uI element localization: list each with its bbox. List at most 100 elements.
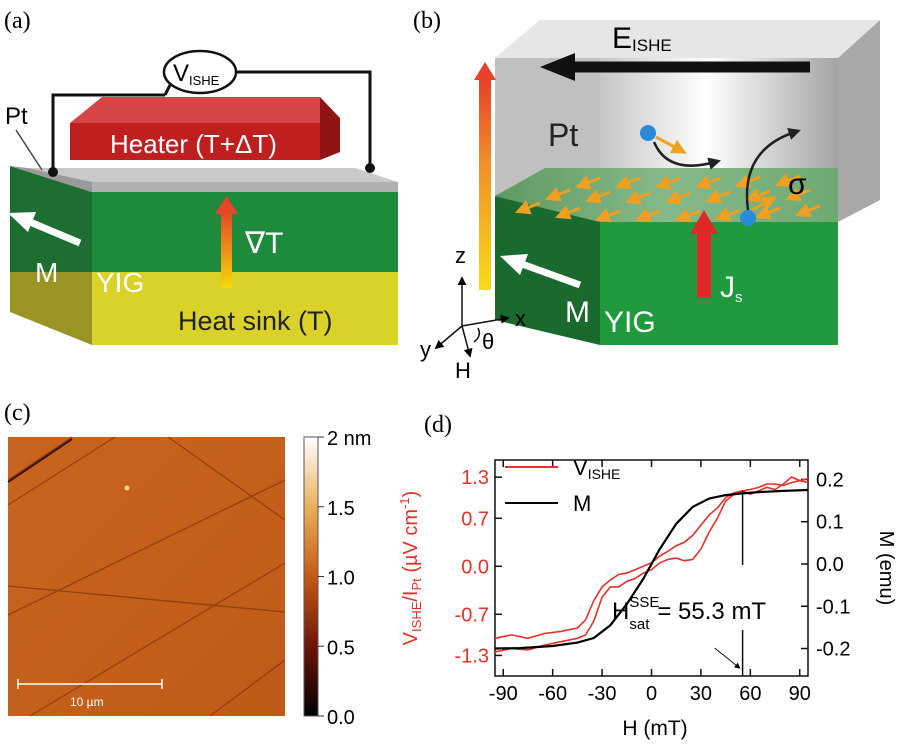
panel-a: (a) Heater (T+ΔT) VISHE Pt ∇T (4, 8, 398, 345)
series-m-line (495, 488, 808, 650)
heater-side (320, 97, 340, 160)
js-label: Js (720, 271, 743, 306)
y-right-tick-label: -0.2 (816, 639, 850, 661)
x-tick-label: 60 (739, 683, 761, 705)
series-vishe-line-1 (495, 479, 808, 640)
colorbar-tick-label: 0.0 (327, 707, 355, 729)
yig-b-front (600, 222, 838, 345)
y-right-tick-label: 0.0 (816, 554, 844, 576)
colorbar-tick-label: 1.5 (327, 498, 355, 520)
e-field-label: EISHE (612, 22, 672, 55)
contact-left (48, 167, 58, 177)
panel-label-d: (d) (424, 412, 452, 438)
gradient-label: ∇T (244, 227, 283, 260)
voltmeter-label: VISHE (173, 60, 220, 88)
series-vishe-line-2 (495, 476, 808, 653)
pt-block-side (838, 20, 880, 222)
panel-label-a: (a) (4, 8, 31, 34)
y-right-tick-label: 0.1 (816, 512, 844, 534)
panel-c: (c) 10 µm 2 nm 1.5 1.0 0.5 0.0 (4, 400, 371, 729)
colorbar-tick-label: 2 nm (327, 428, 371, 450)
axis-x-label: x (515, 306, 526, 331)
colorbar-ticks: 2 nm 1.5 1.0 0.5 0.0 (318, 428, 371, 729)
x-tick-label: -60 (538, 683, 567, 705)
heater-front (70, 123, 320, 160)
electron-path-2 (745, 128, 801, 211)
heat-sink-side (10, 272, 92, 345)
pt-block-top (495, 20, 880, 58)
panel-d: (d) -90 -60 -30 0 30 60 90 1.3 0.7 0.0 -0.7 -1.3 0.2… (397, 412, 897, 740)
field-gradient-bar (479, 80, 491, 290)
wire-right (235, 70, 372, 168)
colorbar-tick-label: 1.0 (327, 568, 355, 590)
colorbar (303, 436, 319, 717)
panel-b: (b) EISHE Pt (413, 8, 880, 383)
scale-bar-label: 10 µm (70, 695, 104, 709)
afm-image (8, 437, 285, 716)
x-axis-label: H (mT) (622, 717, 687, 740)
pt-film-front (92, 182, 398, 192)
x-tick-label: 90 (789, 683, 811, 705)
yig-label-b: YIG (604, 306, 656, 339)
m-label-a: M (35, 257, 58, 288)
panel-label-b: (b) (413, 8, 441, 34)
pt-leader-line (15, 129, 43, 171)
pt-film-top (28, 168, 398, 182)
electron-path (652, 141, 722, 170)
y-left-tick-label: -1.3 (455, 645, 489, 667)
electron-spin-arrow (655, 135, 687, 154)
m-label-b: M (565, 296, 590, 329)
field-gradient-head (474, 62, 496, 80)
pt-label: Pt (5, 103, 28, 130)
y-right-tick-label: 0.2 (816, 469, 844, 491)
theta-label: θ (482, 329, 494, 354)
axis-h-label: H (455, 358, 471, 383)
pt-film-side (10, 166, 92, 192)
heater-top (70, 97, 320, 123)
wire-left (51, 93, 165, 172)
magnetization-arrow-head (8, 212, 36, 232)
y-axis-right-label: M (emu) (875, 531, 897, 605)
js-arrow-head (690, 210, 718, 234)
y-axis-left-label: VISHE/IPt (µV cm-1) (397, 491, 424, 646)
voltmeter-icon (162, 49, 238, 95)
x-tick-label: -90 (489, 683, 518, 705)
y-right-tick-label: -0.1 (816, 596, 850, 618)
magnetization-arrow-b (520, 260, 582, 289)
afm-step-edges (7, 436, 286, 717)
e-field-arrow-head (540, 53, 575, 81)
sigma-label: σ (788, 168, 807, 201)
electron-icon-2 (740, 210, 756, 226)
chart-series (495, 476, 808, 653)
pt-label-b: Pt (548, 117, 578, 153)
colorbar-tick-label: 0.5 (327, 637, 355, 659)
heat-sink-label: Heat sink (T) (178, 306, 333, 336)
contact-right (365, 163, 375, 173)
y-left-tick-label: 0.0 (461, 556, 489, 578)
magnetization-arrow (28, 218, 82, 247)
yig-side (10, 166, 92, 272)
chart-legend: VISHE M (505, 455, 620, 516)
y-left-tick-label: 1.3 (461, 467, 489, 489)
gradient-arrow-shaft (221, 212, 232, 288)
y-left-tick-label: 0.7 (461, 508, 489, 530)
afm-particle (124, 485, 130, 491)
heater-label: Heater (T+ΔT) (110, 129, 277, 159)
hsat-annotation: HSSE sat = 55.3 mT (612, 594, 766, 633)
heat-sink-front (92, 272, 398, 345)
hsat-arrow (714, 647, 741, 669)
yig-label-a: YIG (96, 267, 144, 298)
panel-label-c: (c) (4, 400, 31, 426)
electron-icon (640, 125, 656, 141)
y-left-tick-label: -0.7 (455, 604, 489, 626)
legend-label: VISHE (573, 455, 620, 482)
legend-label: M (573, 491, 591, 516)
coordinate-axes (434, 276, 510, 358)
chart-axes: -90 -60 -30 0 30 60 90 1.3 0.7 0.0 -0.7 -1.3 0.2 0.1 0… (455, 460, 850, 705)
x-tick-label: 0 (646, 683, 657, 705)
gradient-arrow-head (215, 196, 238, 214)
x-tick-label: 30 (690, 683, 712, 705)
axis-y-label: y (420, 337, 431, 362)
axis-z-label: z (455, 243, 466, 268)
